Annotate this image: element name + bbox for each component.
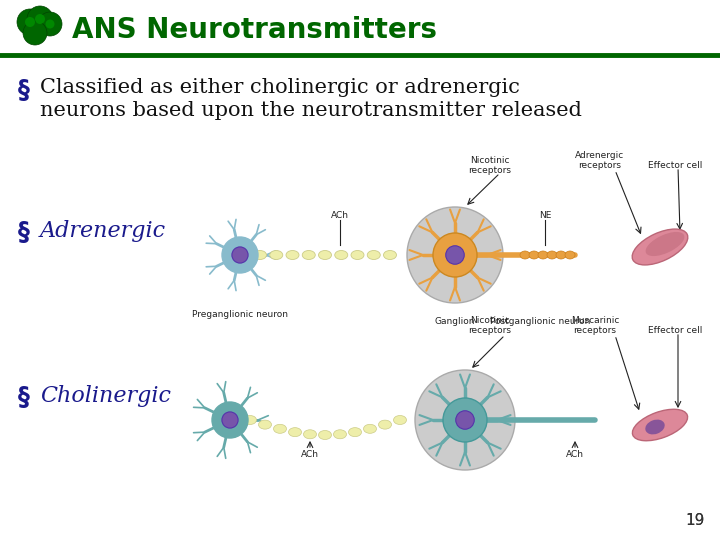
Text: 19: 19 — [685, 513, 705, 528]
Text: ACh: ACh — [566, 450, 584, 459]
Text: Muscarinic
receptors: Muscarinic receptors — [571, 315, 619, 335]
Circle shape — [212, 402, 248, 438]
Text: Nicotinic
receptors: Nicotinic receptors — [469, 315, 511, 335]
Ellipse shape — [556, 251, 566, 259]
Text: Effector cell: Effector cell — [648, 326, 702, 335]
Text: Classified as either cholinergic or adrenergic: Classified as either cholinergic or adre… — [40, 78, 520, 97]
Ellipse shape — [274, 424, 287, 433]
Text: §: § — [18, 385, 30, 409]
Circle shape — [17, 9, 43, 35]
Ellipse shape — [270, 251, 283, 260]
Text: NE: NE — [539, 211, 552, 220]
Text: 19: 19 — [685, 513, 705, 528]
Circle shape — [446, 246, 464, 264]
Ellipse shape — [632, 229, 688, 265]
Ellipse shape — [335, 251, 348, 260]
Circle shape — [433, 233, 477, 277]
Ellipse shape — [367, 251, 380, 260]
Text: neurons based upon the neurotransmitter released: neurons based upon the neurotransmitter … — [40, 101, 582, 120]
Circle shape — [45, 19, 55, 29]
Circle shape — [27, 6, 53, 32]
Ellipse shape — [333, 430, 346, 439]
Circle shape — [443, 398, 487, 442]
Ellipse shape — [318, 251, 331, 260]
Text: Cholinergic: Cholinergic — [40, 385, 171, 407]
Circle shape — [232, 247, 248, 263]
Ellipse shape — [632, 409, 688, 441]
Text: Postganglionic neuron: Postganglionic neuron — [490, 317, 590, 326]
Circle shape — [415, 370, 515, 470]
Ellipse shape — [286, 251, 299, 260]
Ellipse shape — [258, 420, 271, 429]
Ellipse shape — [379, 420, 392, 429]
Ellipse shape — [646, 232, 685, 256]
Circle shape — [23, 21, 47, 45]
Circle shape — [25, 17, 35, 27]
Text: §: § — [18, 78, 30, 102]
Text: Nicotinic
receptors: Nicotinic receptors — [469, 156, 511, 175]
Ellipse shape — [520, 251, 530, 259]
Ellipse shape — [243, 415, 256, 424]
Text: §: § — [18, 220, 30, 244]
Circle shape — [222, 412, 238, 428]
Ellipse shape — [384, 251, 397, 260]
Text: Preganglionic neuron: Preganglionic neuron — [192, 310, 288, 319]
Circle shape — [35, 14, 45, 24]
Ellipse shape — [364, 424, 377, 433]
Text: Ganglion: Ganglion — [435, 317, 475, 326]
Circle shape — [222, 237, 258, 273]
Ellipse shape — [351, 251, 364, 260]
Ellipse shape — [318, 430, 331, 440]
Ellipse shape — [302, 251, 315, 260]
Ellipse shape — [529, 251, 539, 259]
Text: ACh: ACh — [301, 450, 319, 459]
Text: Adrenergic: Adrenergic — [40, 220, 166, 242]
Text: Effector cell: Effector cell — [648, 161, 702, 170]
Ellipse shape — [547, 251, 557, 259]
Circle shape — [407, 207, 503, 303]
Text: Adrenergic
receptors: Adrenergic receptors — [575, 151, 625, 170]
Ellipse shape — [394, 415, 407, 424]
Ellipse shape — [538, 251, 548, 259]
Text: ANS Neurotransmitters: ANS Neurotransmitters — [72, 16, 437, 44]
Text: ACh: ACh — [331, 211, 349, 220]
Ellipse shape — [253, 251, 266, 260]
Ellipse shape — [289, 428, 302, 437]
Circle shape — [38, 12, 62, 36]
Ellipse shape — [348, 428, 361, 437]
Ellipse shape — [304, 430, 317, 439]
Ellipse shape — [645, 420, 665, 434]
Ellipse shape — [565, 251, 575, 259]
Circle shape — [456, 411, 474, 429]
